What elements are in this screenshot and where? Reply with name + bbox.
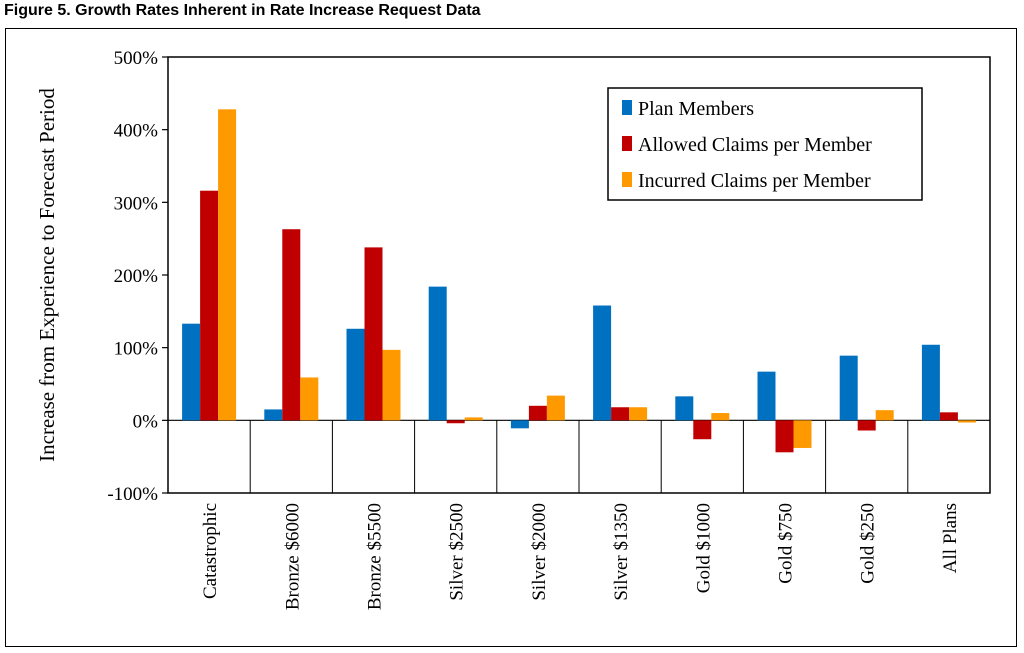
- bar: [182, 323, 201, 421]
- bar: [957, 420, 976, 423]
- bar: [346, 328, 365, 421]
- bar: [693, 420, 712, 440]
- bar: [775, 420, 794, 453]
- bar: [428, 286, 447, 421]
- bar: [875, 410, 894, 421]
- legend-label: Plan Members: [638, 98, 754, 120]
- bar: [200, 190, 219, 421]
- y-tick-label: 200%: [114, 266, 159, 287]
- bar: [364, 247, 383, 421]
- y-tick-label: 300%: [114, 193, 159, 214]
- bar: [711, 413, 730, 421]
- x-tick-label: Bronze $5500: [365, 503, 386, 610]
- figure-title: Figure 5. Growth Rates Inherent in Rate …: [4, 2, 481, 19]
- bar: [218, 109, 237, 421]
- x-tick-label: Silver $2500: [447, 503, 468, 601]
- bar: [300, 377, 319, 421]
- tick-labels: -100% 0% 100% 200% 300% 400% 500% Catastrophic B…: [107, 48, 961, 610]
- bar: [757, 371, 776, 421]
- x-tick-label: Gold $750: [776, 503, 797, 584]
- bar: [264, 409, 283, 421]
- x-tick-label: Gold $250: [858, 503, 879, 584]
- bar: [546, 395, 565, 421]
- bar: [857, 420, 876, 431]
- legend-swatch: [622, 136, 632, 151]
- x-tick-label: Bronze $6000: [282, 503, 303, 610]
- y-axis-label: Increase from Experience to Forecast Per…: [35, 88, 59, 462]
- y-tick-label: 400%: [114, 121, 159, 142]
- bar: [593, 305, 612, 421]
- x-tick-label: Silver $2000: [529, 503, 550, 601]
- bar: [675, 396, 694, 421]
- legend-swatch: [622, 100, 632, 115]
- bar: [446, 420, 465, 424]
- legend-swatch: [622, 172, 632, 187]
- y-tick-label: 0%: [133, 411, 159, 432]
- chart-frame: [5, 28, 1017, 647]
- y-tick-label: -100%: [107, 484, 158, 505]
- bar: [839, 355, 858, 421]
- bar: [464, 417, 483, 421]
- bar: [793, 420, 812, 448]
- bars: [182, 109, 976, 453]
- legend-label: Incurred Claims per Member: [638, 170, 871, 192]
- bar: [510, 420, 529, 429]
- bar: [611, 407, 630, 421]
- x-tick-label: Catastrophic: [200, 503, 221, 599]
- bar: [528, 405, 547, 421]
- x-tick-label: Gold $1000: [693, 503, 714, 593]
- bar: [629, 407, 648, 421]
- legend: Plan Members Allowed Claims per Member Inc…: [607, 87, 923, 201]
- bar: [921, 344, 940, 421]
- legend-label: Allowed Claims per Member: [638, 134, 872, 156]
- bar: [282, 229, 301, 421]
- bar: [382, 349, 401, 421]
- legend-box: [607, 87, 923, 201]
- x-tick-label: All Plans: [940, 503, 961, 573]
- y-tick-label: 100%: [114, 339, 159, 360]
- y-tick-label: 500%: [114, 48, 159, 69]
- x-tick-label: Silver $1350: [611, 503, 632, 601]
- bar: [939, 412, 958, 421]
